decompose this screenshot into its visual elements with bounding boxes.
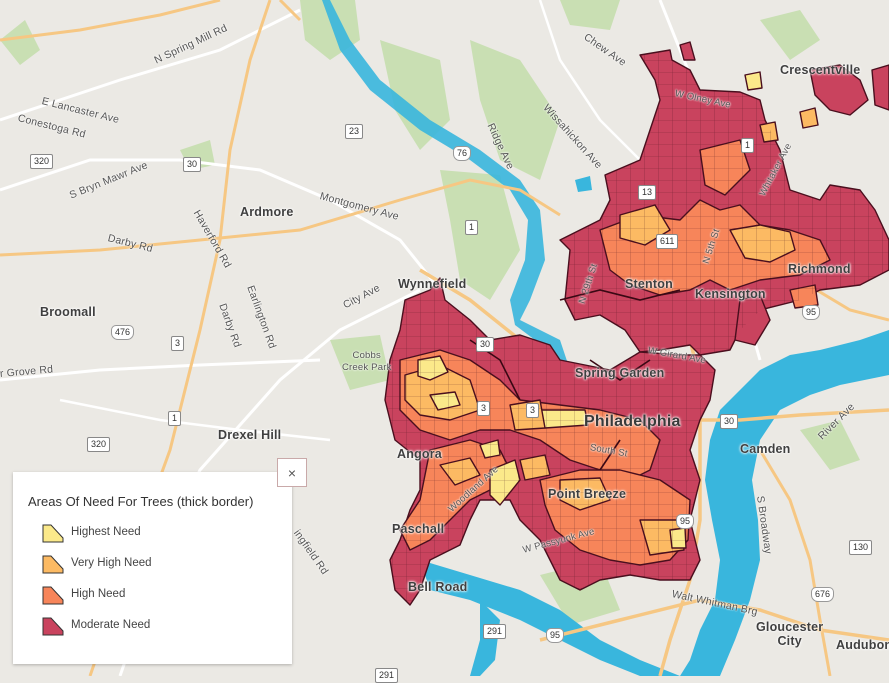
area-very-high <box>799 107 819 129</box>
legend-title: Areas Of Need For Trees (thick border) <box>28 494 254 509</box>
legend-label: Highest Need <box>71 526 141 538</box>
route-shield: 320 <box>30 154 54 169</box>
place-label-gloucester-city: Gloucester City <box>756 620 824 648</box>
block-grid <box>385 50 889 605</box>
legend-swatch <box>42 586 64 605</box>
area-moderate <box>809 64 869 116</box>
close-legend-button[interactable]: × <box>277 458 307 487</box>
place-label-drexel-hill: Drexel Hill <box>218 428 282 442</box>
route-shield: 1 <box>168 411 182 426</box>
route-shield: 611 <box>656 234 679 249</box>
route-shield: 1 <box>465 220 479 235</box>
close-icon: × <box>287 464 297 481</box>
area-moderate <box>679 41 696 61</box>
route-shield: 95 <box>676 514 695 529</box>
route-shield: 13 <box>638 185 657 200</box>
place-label-audubon: Audubon <box>836 638 889 652</box>
route-shield: 320 <box>87 437 111 452</box>
place-label-kensington: Kensington <box>695 287 766 301</box>
route-shield: 76 <box>453 146 472 161</box>
route-shield: 30 <box>476 337 495 352</box>
route-shield: 3 <box>171 336 185 351</box>
place-label-richmond: Richmond <box>788 262 851 276</box>
place-label-crescentville: Crescentville <box>780 63 861 77</box>
route-shield: 1 <box>741 138 755 153</box>
place-label-point-breeze: Point Breeze <box>548 487 627 501</box>
legend-swatch <box>42 617 64 636</box>
legend-label: Very High Need <box>71 557 152 569</box>
place-label-ardmore: Ardmore <box>240 205 294 219</box>
legend-item-very-high-need: Very High Need <box>41 551 152 575</box>
place-label-philadelphia: Philadelphia <box>584 413 681 430</box>
route-shield: 23 <box>345 124 364 139</box>
place-label-broomall: Broomall <box>40 305 96 319</box>
legend-swatch <box>42 524 64 543</box>
legend-panel: Areas Of Need For Trees (thick border) H… <box>13 472 292 664</box>
route-shield: 476 <box>111 325 135 340</box>
place-label-stenton: Stenton <box>625 277 673 291</box>
route-shield: 130 <box>849 540 873 555</box>
legend-item-moderate-need: Moderate Need <box>41 613 150 637</box>
area-very-high <box>744 71 763 91</box>
legend-label: Moderate Need <box>71 619 151 631</box>
boundaries <box>469 289 681 471</box>
route-shield: 95 <box>546 628 565 643</box>
place-label-angora: Angora <box>397 447 442 461</box>
route-shield: 3 <box>526 403 540 418</box>
place-label-bell-road: Bell Road <box>408 580 468 594</box>
place-label-camden: Camden <box>740 442 791 456</box>
place-label-spring-garden: Spring Garden <box>575 366 665 380</box>
legend-swatch <box>42 555 64 574</box>
route-shield: 95 <box>802 305 821 320</box>
route-shield: 291 <box>483 624 507 639</box>
place-label-paschall: Paschall <box>392 522 445 536</box>
place-label-wynnefield: Wynnefield <box>398 277 467 291</box>
route-shield: 30 <box>183 157 202 172</box>
route-shield: 3 <box>477 401 491 416</box>
place-label-cobbs-creek-park: Cobbs Creek Park <box>342 350 392 373</box>
route-shield: 30 <box>720 414 739 429</box>
route-shield: 676 <box>811 587 835 602</box>
legend-item-high-need: High Need <box>41 582 125 606</box>
area-moderate <box>871 64 889 111</box>
legend-item-highest-need: Highest Need <box>41 520 141 544</box>
legend-label: High Need <box>71 588 126 600</box>
